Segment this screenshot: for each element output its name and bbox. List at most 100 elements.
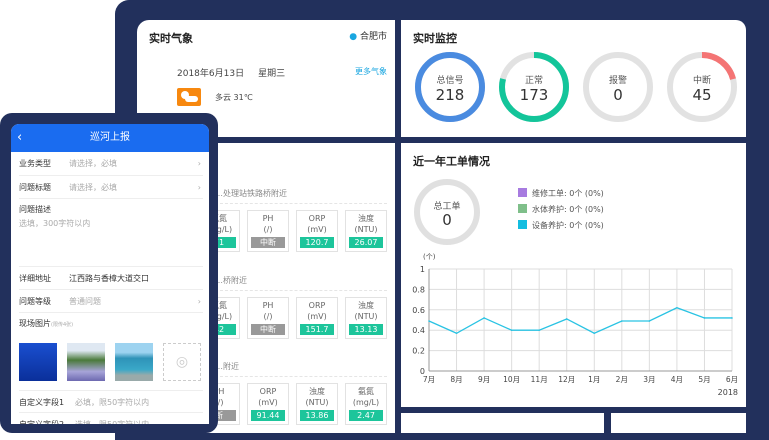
location-pin-icon: ● xyxy=(349,32,358,42)
sensor-name: ORP xyxy=(308,214,326,223)
ring-label: 总信号 xyxy=(436,76,464,86)
sensor-unit: (mg/L) xyxy=(205,225,233,234)
monitor-panel: 实时监控 总信号 218 正常 173 报警 0 中断 45 xyxy=(401,20,746,137)
ring-value: 0 xyxy=(613,86,623,104)
add-photo-button[interactable]: ◎ xyxy=(163,343,201,381)
station-name: …附近 xyxy=(215,362,239,371)
sensor-unit: (mV) xyxy=(258,398,278,407)
x-tick-label: 2月 xyxy=(616,375,628,384)
y-tick-label: 0.2 xyxy=(412,347,425,356)
field-label: 问题标题 xyxy=(19,183,51,192)
sensor-name: 浊度 xyxy=(358,301,374,310)
y-axis-unit: (个) xyxy=(423,253,436,261)
business-type-field[interactable]: 业务类型 请选择，必填 › xyxy=(19,152,203,176)
monitor-ring-2: 报警 0 xyxy=(582,51,654,123)
x-tick-label: 7月 xyxy=(423,375,435,384)
data-point xyxy=(593,332,596,335)
field-label: 自定义字段1 xyxy=(19,398,65,407)
x-tick-label: 11月 xyxy=(531,375,548,384)
field-label: 业务类型 xyxy=(19,159,51,168)
x-tick-label: 4月 xyxy=(671,375,683,384)
sensor-unit: (/) xyxy=(263,225,273,234)
sensor-value: 13.86 xyxy=(300,410,334,421)
sensor-name: PH xyxy=(213,387,225,396)
bottom-panel-right xyxy=(611,413,746,433)
field-label: 详细地址 xyxy=(19,274,51,283)
data-point xyxy=(483,317,485,319)
issue-description-field[interactable]: 问题描述 选填，300字符以内 xyxy=(19,199,203,267)
legend-item: 设备养护: 0个 (0%) xyxy=(518,220,604,231)
sensor-value: 151.7 xyxy=(300,324,334,335)
data-point xyxy=(731,317,733,319)
partly-cloudy-icon xyxy=(177,88,201,106)
address-field[interactable]: 详细地址 江西路与香樟大道交口 xyxy=(19,267,203,290)
x-tick-label: 10月 xyxy=(503,375,520,384)
sensor-cell: 氨氮 (mg/L) 2.47 xyxy=(345,383,387,425)
legend-swatch xyxy=(518,220,527,229)
field-placeholder: 选填，300字符以内 xyxy=(19,219,91,228)
x-tick-label: 5月 xyxy=(698,375,710,384)
data-point xyxy=(428,320,430,322)
legend-swatch xyxy=(518,188,527,197)
sensor-name: PH xyxy=(262,214,274,223)
custom-field-2[interactable]: 自定义字段2 选填，限50字符以内 xyxy=(19,413,203,424)
photos-hint: (限传4张) xyxy=(51,322,74,328)
sensor-value: 断 xyxy=(202,410,236,421)
weekday: 星期三 xyxy=(258,69,286,79)
ring-label: 中断 xyxy=(692,76,711,86)
sensor-unit: (NTU) xyxy=(354,225,378,234)
sensor-name: 氨氮 xyxy=(211,301,227,310)
y-tick-label: 0.6 xyxy=(412,306,425,315)
field-placeholder: 必填，限50字符以内 xyxy=(75,398,150,407)
city-selector[interactable]: ● 合肥市 xyxy=(349,29,387,42)
ring-value: 173 xyxy=(519,86,549,104)
ring-value: 45 xyxy=(692,86,712,104)
y-tick-label: 0.4 xyxy=(412,326,425,335)
data-point xyxy=(455,332,458,335)
sensor-name: ORP xyxy=(259,387,277,396)
field-label: 问题等级 xyxy=(19,297,51,306)
ring-label: 报警 xyxy=(608,76,627,86)
back-arrow-icon[interactable]: ‹ xyxy=(17,130,23,145)
sensor-unit: (/) xyxy=(263,312,273,321)
photos-label: 现场图片 xyxy=(19,319,51,328)
ring-label: 正常 xyxy=(524,76,543,86)
field-placeholder: 请选择，必填 xyxy=(69,159,117,168)
custom-field-1[interactable]: 自定义字段1 必填，限50字符以内 xyxy=(19,390,203,413)
x-tick-label: 3月 xyxy=(643,375,655,384)
series-line xyxy=(428,307,732,334)
sensor-name: ORP xyxy=(308,301,326,310)
phone-header: ‹ 巡河上报 xyxy=(11,124,209,152)
sensor-cell: PH (/) 中断 xyxy=(247,210,289,252)
legend-item: 水体养护: 0个 (0%) xyxy=(518,204,604,215)
sensor-cell: PH (/) 中断 xyxy=(247,297,289,339)
ring-value: 218 xyxy=(435,86,465,104)
legend-swatch xyxy=(518,204,527,213)
sensor-value: 42 xyxy=(202,324,236,335)
field-placeholder: 请选择，必填 xyxy=(69,183,117,192)
sensor-cell: 浊度 (NTU) 13.13 xyxy=(345,297,387,339)
sensor-value: 91.44 xyxy=(251,410,285,421)
sensor-unit: (NTU) xyxy=(354,312,378,321)
photo-thumbnail[interactable] xyxy=(67,343,105,381)
total-orders-value: 0 xyxy=(442,211,452,229)
field-placeholder: 普通问题 xyxy=(69,297,101,306)
photo-thumbnail[interactable] xyxy=(115,343,153,381)
photo-thumbnail[interactable] xyxy=(19,343,57,381)
monitor-ring-1: 正常 173 xyxy=(498,51,570,123)
sensor-unit: (mV) xyxy=(307,312,327,321)
sensor-unit: (/) xyxy=(214,398,224,407)
sensor-value: 120.7 xyxy=(300,237,334,248)
data-point xyxy=(538,329,540,331)
year-label: 2018 xyxy=(718,388,738,397)
weather-date: 2018年6月13日 xyxy=(177,69,245,79)
sensor-unit: (mg/L) xyxy=(352,398,380,407)
sensor-unit: (NTU) xyxy=(305,398,329,407)
sensor-cell: 浊度 (NTU) 26.07 xyxy=(345,210,387,252)
sensor-name: 氨氮 xyxy=(358,387,374,396)
orders-title: 近一年工单情况 xyxy=(413,155,490,168)
more-weather-link[interactable]: 更多气象 xyxy=(355,67,387,76)
issue-level-field[interactable]: 问题等级 普通问题 › xyxy=(19,290,203,313)
bottom-panel-left xyxy=(401,413,604,433)
issue-title-field[interactable]: 问题标题 请选择，必填 › xyxy=(19,176,203,199)
